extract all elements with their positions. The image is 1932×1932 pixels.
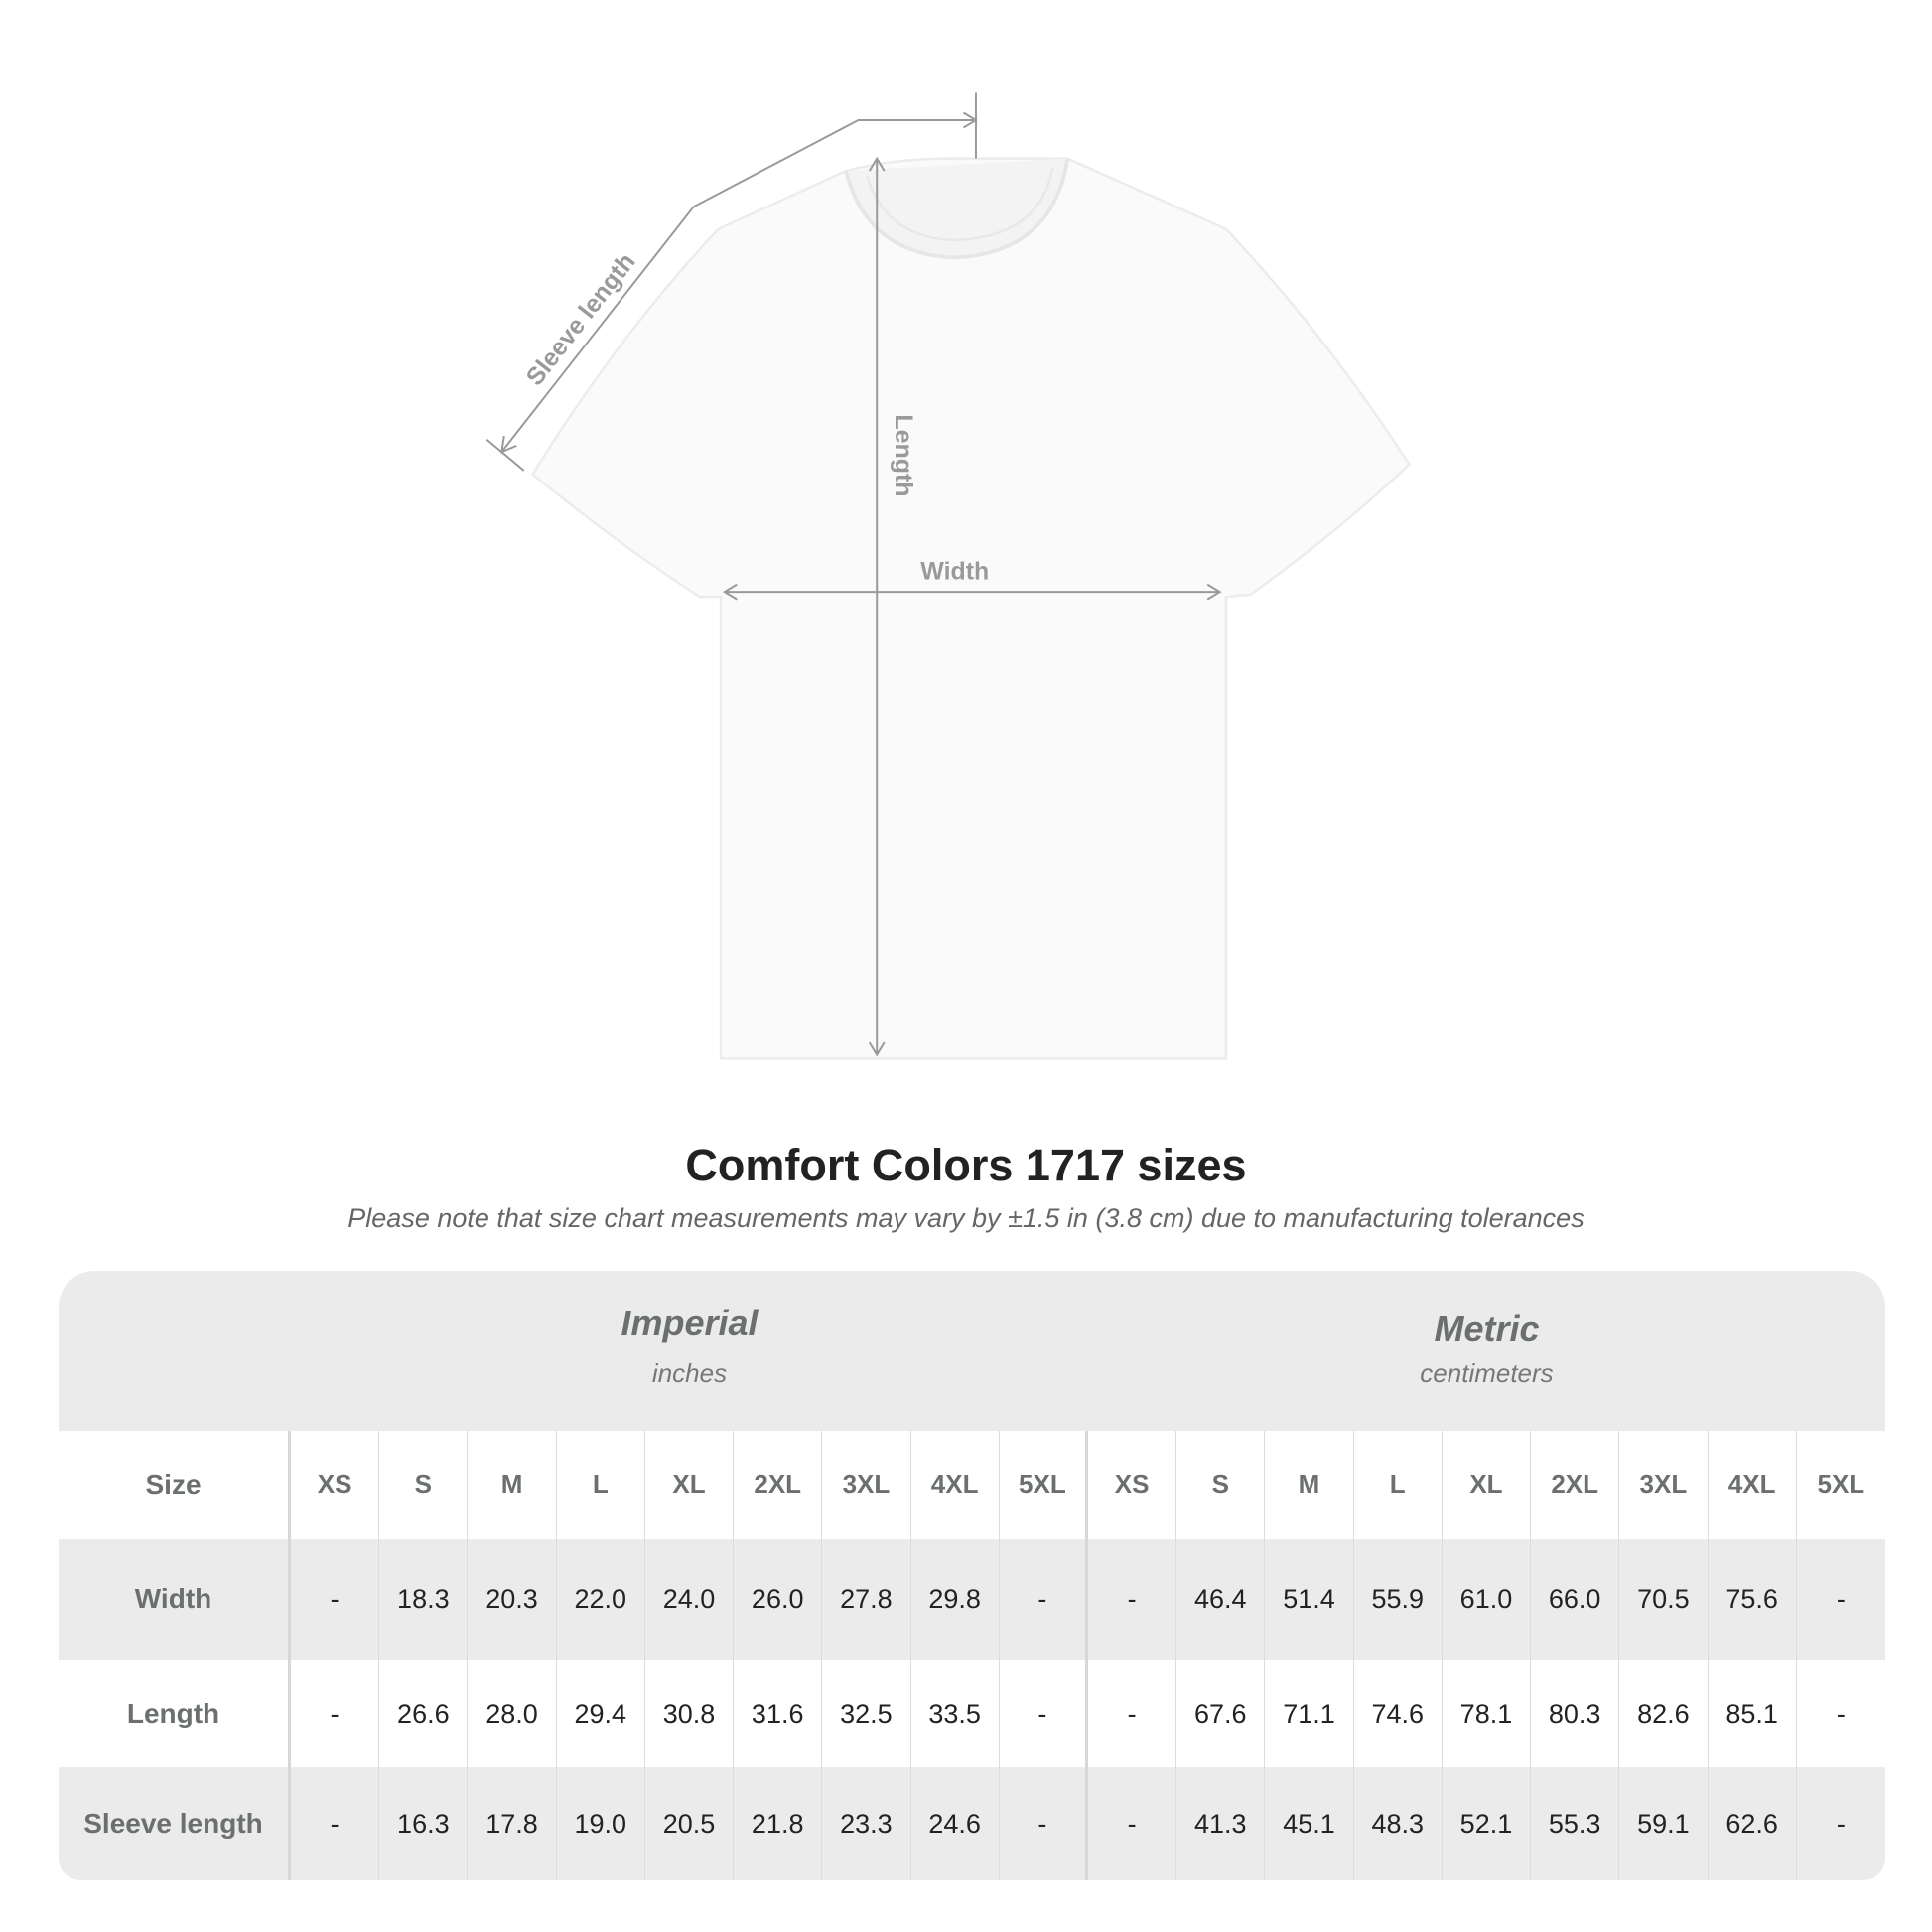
- row-label: Sleeve length: [59, 1767, 291, 1880]
- size-header-cell: 4XL: [1709, 1431, 1797, 1539]
- table-cell: 18.3: [379, 1539, 469, 1660]
- size-header-cell: 4XL: [911, 1431, 1000, 1539]
- tshirt-collar: [844, 158, 1070, 260]
- metric-unit: centimeters: [1420, 1358, 1554, 1388]
- table-cell: -: [291, 1660, 380, 1767]
- table-cell: 62.6: [1709, 1767, 1797, 1880]
- table-cell: 59.1: [1619, 1767, 1709, 1880]
- table-cell: 28.0: [468, 1660, 557, 1767]
- table-cell: 46.4: [1176, 1539, 1266, 1660]
- size-header-cell: 3XL: [822, 1431, 911, 1539]
- size-header-cell: XL: [645, 1431, 735, 1539]
- table-cell: 31.6: [734, 1660, 823, 1767]
- table-cell: -: [1836, 1808, 1846, 1839]
- table-cell: -: [291, 1539, 380, 1660]
- table-cell: 80.3: [1531, 1660, 1620, 1767]
- table-cell: 52.1: [1443, 1767, 1532, 1880]
- size-header-cell: M: [1265, 1431, 1354, 1539]
- table-cell: 26.0: [734, 1539, 823, 1660]
- size-header-cell: L: [557, 1431, 645, 1539]
- table-cell: 19.0: [557, 1767, 645, 1880]
- size-table: Imperial inches Metric centimeters Size X…: [59, 1271, 1885, 1880]
- table-cell: 67.6: [1176, 1660, 1266, 1767]
- size-header-cell: 2XL: [734, 1431, 823, 1539]
- size-header-cell: XL: [1443, 1431, 1532, 1539]
- table-cell: -: [1000, 1660, 1088, 1767]
- table-cell: 30.8: [645, 1660, 735, 1767]
- imperial-unit: inches: [651, 1358, 728, 1388]
- table-cell: 20.5: [645, 1767, 735, 1880]
- table-cell: 71.1: [1265, 1660, 1354, 1767]
- size-header-cell: M: [468, 1431, 557, 1539]
- length-label: Length: [890, 414, 917, 496]
- table-cell: 17.8: [468, 1767, 557, 1880]
- size-header-cell: 5XL: [1000, 1431, 1088, 1539]
- table-cell: 16.3: [379, 1767, 469, 1880]
- size-header-cell: XS: [1088, 1431, 1177, 1539]
- table-cell: 75.6: [1709, 1539, 1797, 1660]
- row-label: Length: [59, 1660, 291, 1767]
- table-cell: 21.8: [734, 1767, 823, 1880]
- table-cell: -: [1000, 1767, 1088, 1880]
- table-cell: 61.0: [1443, 1539, 1532, 1660]
- table-cell: -: [1836, 1584, 1846, 1614]
- size-header-cell: 5XL: [1817, 1469, 1865, 1499]
- row-label: Width: [59, 1539, 291, 1660]
- table-cell: -: [1836, 1698, 1846, 1728]
- metric-title: Metric: [1434, 1309, 1540, 1349]
- size-header-cell: S: [379, 1431, 469, 1539]
- size-header-cell: L: [1354, 1431, 1443, 1539]
- table-cell: 24.0: [645, 1539, 735, 1660]
- table-cell: -: [1088, 1539, 1177, 1660]
- sleeve-length-line: [485, 92, 978, 472]
- table-cell: 48.3: [1354, 1767, 1443, 1880]
- tshirt-image: [530, 157, 1412, 1060]
- table-row: Length -26.6 28.0 29.4 30.8 31.6 32.5 33.5- -67.…: [59, 1660, 1885, 1767]
- table-cell: 22.0: [557, 1539, 645, 1660]
- table-cell: 74.6: [1354, 1660, 1443, 1767]
- size-header-cell: S: [1176, 1431, 1266, 1539]
- length-line: [868, 156, 886, 1057]
- chart-title: Comfort Colors 1717 sizes: [685, 1140, 1247, 1190]
- table-cell: 23.3: [822, 1767, 911, 1880]
- imperial-header: Imperial inches: [291, 1271, 1088, 1431]
- tshirt-measurement-diagram: Width Length Sleeve length: [485, 92, 1412, 1060]
- imperial-title: Imperial: [621, 1303, 759, 1343]
- table-cell: 32.5: [822, 1660, 911, 1767]
- table-cell: 29.8: [911, 1539, 1000, 1660]
- table-cell: 41.3: [1176, 1767, 1266, 1880]
- size-header-cell: 3XL: [1619, 1431, 1709, 1539]
- table-cell: 45.1: [1265, 1767, 1354, 1880]
- table-row: Width -18.3 20.3 22.0 24.0 26.0 27.8 29.8- -46.4…: [59, 1539, 1885, 1660]
- table-cell: 82.6: [1619, 1660, 1709, 1767]
- table-cell: 24.6: [911, 1767, 1000, 1880]
- table-cell: 78.1: [1443, 1660, 1532, 1767]
- table-cell: 70.5: [1619, 1539, 1709, 1660]
- metric-header: Metric centimeters: [1088, 1271, 1885, 1431]
- width-label: Width: [920, 558, 989, 586]
- table-cell: 26.6: [379, 1660, 469, 1767]
- table-cell: 55.9: [1354, 1539, 1443, 1660]
- table-cell: 27.8: [822, 1539, 911, 1660]
- size-header-cell: XS: [291, 1431, 380, 1539]
- table-cell: 55.3: [1531, 1767, 1620, 1880]
- table-cell: -: [1088, 1660, 1177, 1767]
- size-header-cell: 2XL: [1531, 1431, 1620, 1539]
- table-cell: -: [291, 1767, 380, 1880]
- table-row: Sleeve length -16.3 17.8 19.0 20.5 21.8 23.3 24…: [59, 1767, 1885, 1880]
- width-line: [722, 583, 1222, 601]
- table-cell: 85.1: [1709, 1660, 1797, 1767]
- table-cell: 51.4: [1265, 1539, 1354, 1660]
- table-cell: 29.4: [557, 1660, 645, 1767]
- table-cell: 33.5: [911, 1660, 1000, 1767]
- size-header-row: Size XS S M L XL 2XL 3XL 4XL 5XL XS S M L XL 2XL 3XL 4XL 5…: [59, 1431, 1885, 1539]
- chart-subtitle: Please note that size chart measurements…: [347, 1203, 1585, 1233]
- table-cell: 20.3: [468, 1539, 557, 1660]
- table-cell: 66.0: [1531, 1539, 1620, 1660]
- table-cell: -: [1088, 1767, 1177, 1880]
- size-label: Size: [59, 1431, 291, 1539]
- table-cell: -: [1000, 1539, 1088, 1660]
